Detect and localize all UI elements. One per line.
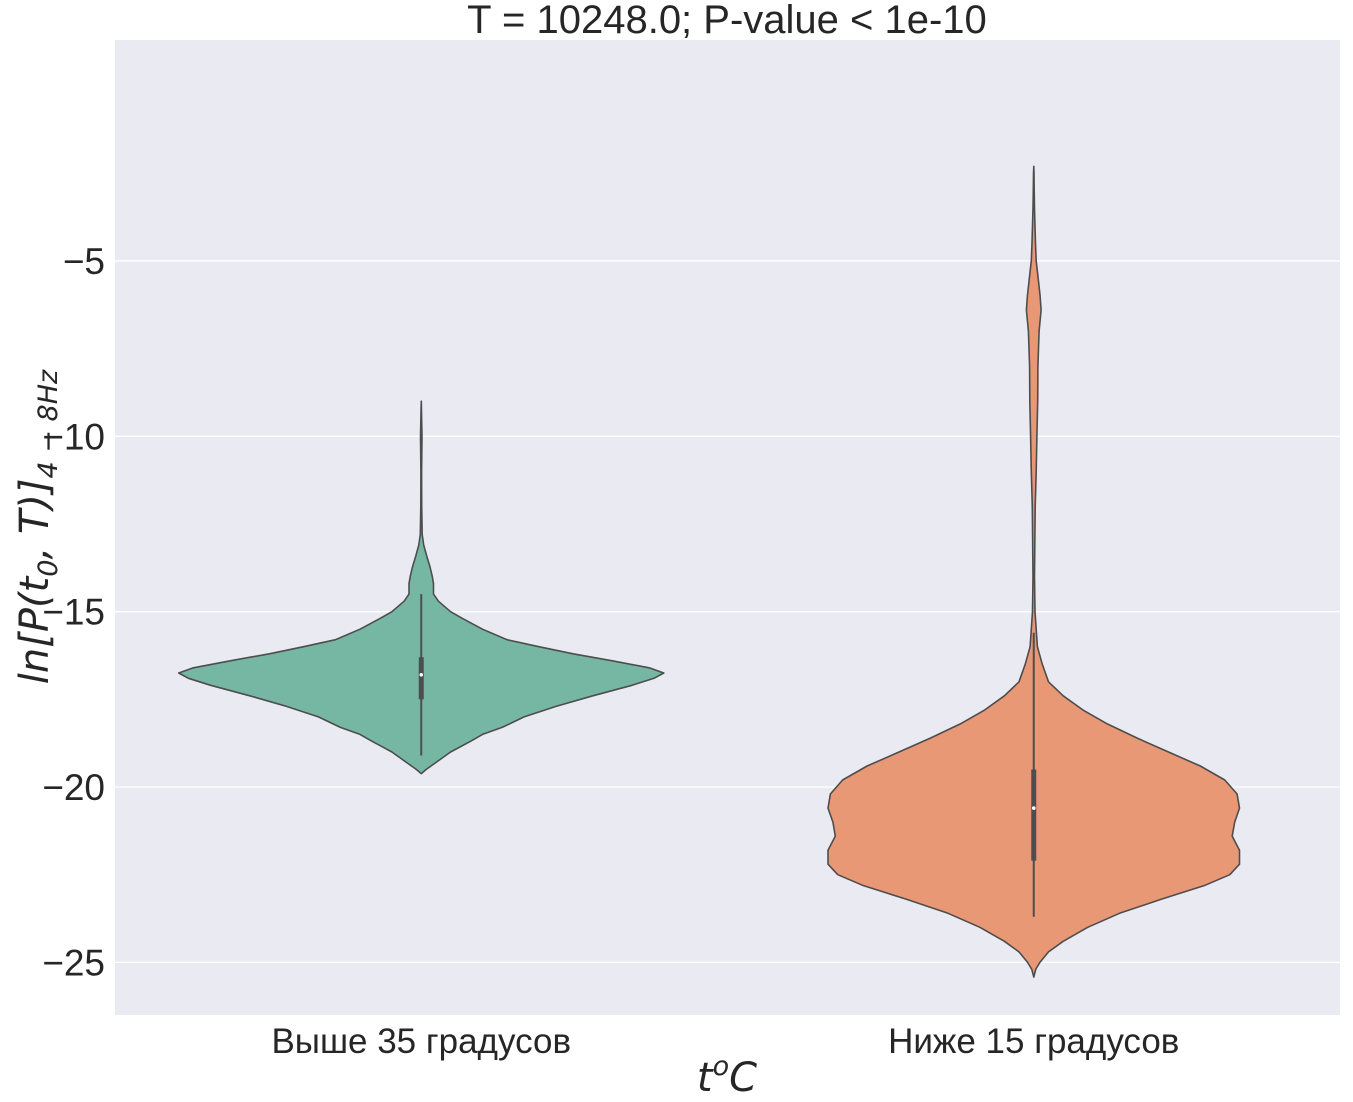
y-tick-label: −15: [42, 592, 105, 633]
x-axis-label: toC: [697, 1051, 757, 1101]
y-tick-label: −10: [42, 416, 105, 457]
violins: [177, 165, 1241, 978]
violin-body: [177, 400, 665, 775]
violin-body: [827, 165, 1241, 978]
y-tick-label: −25: [42, 942, 105, 983]
x-axis-label-main: t: [697, 1055, 714, 1101]
chart-title: T = 10248.0; P-value < 1e-10: [467, 0, 987, 42]
y-axis-label-main: ln[P(t: [12, 575, 58, 684]
x-tick-labels: Выше 35 градусов Ниже 15 градусов: [271, 1022, 1179, 1061]
y-tick-label: −20: [42, 767, 105, 808]
y-tick-label: −5: [63, 241, 105, 282]
y-axis-label: ln[P(t0, T)]4 − 8Hz: [12, 369, 64, 684]
x-axis-label-sup: o: [713, 1051, 730, 1082]
x-tick-label: Ниже 15 градусов: [888, 1022, 1179, 1061]
x-axis-label-tail: C: [729, 1055, 757, 1101]
violin-median-point: [419, 673, 424, 677]
y-axis-label-sub0: 0: [33, 560, 64, 577]
violin-iqr-box: [1031, 769, 1037, 861]
grid-lines: [115, 260, 1340, 964]
x-tick-label: Выше 35 градусов: [271, 1022, 571, 1061]
violin-median-point: [1031, 806, 1036, 810]
y-tick-labels: −5 −10 −15 −20 −25: [42, 241, 105, 983]
violin-iqr-box: [418, 657, 424, 700]
y-axis-label-mid: , T)]: [12, 478, 58, 559]
y-axis-label-sub: 4 − 8Hz: [33, 369, 64, 478]
